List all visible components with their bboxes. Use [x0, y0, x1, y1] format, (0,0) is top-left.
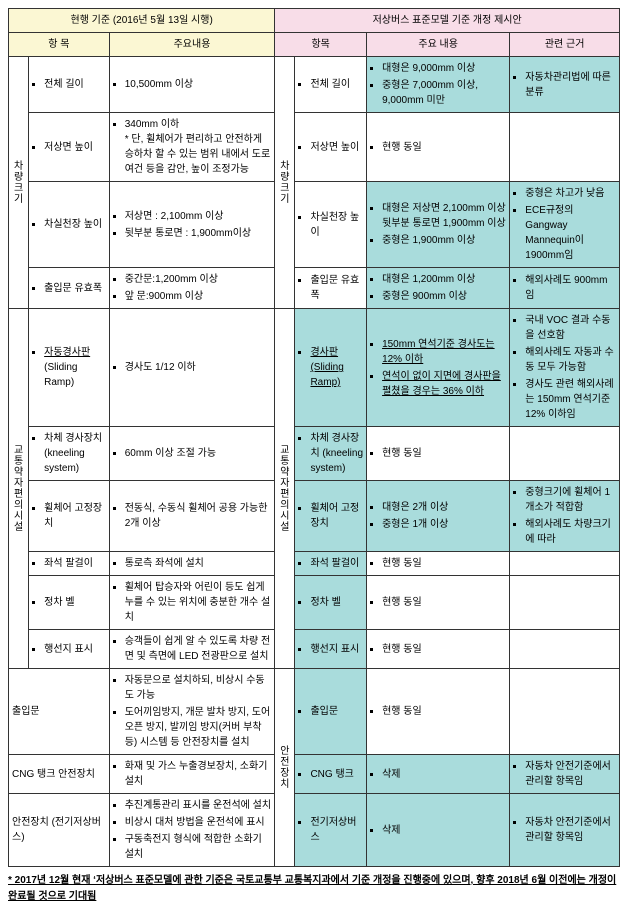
r8-content-l: 통로측 좌석에 설치 — [109, 552, 275, 576]
r2-item-l: 저상면 높이 — [29, 113, 110, 182]
cat-access-left: 교통약자편의시설 — [9, 309, 29, 669]
r1-content-r: 대형은 9,000mm 이상중형은 7,000mm 이상, 9,000mm 미만 — [367, 57, 510, 113]
r4-item-l: 출입문 유효폭 — [29, 268, 110, 309]
r2-content-l: 340mm 이하* 단, 휠체어가 편리하고 안전하게 승하차 할 수 있는 범… — [109, 113, 275, 182]
sub-r3: 관련 근거 — [510, 33, 620, 57]
r5-item-r: 경사판 (Sliding Ramp) — [295, 309, 367, 427]
r1-basis: 자동차관리법에 따른 분류 — [510, 57, 620, 113]
header-right: 저상버스 표준모델 기준 개정 제시안 — [275, 9, 620, 33]
r8-content-r: 현행 동일 — [367, 552, 510, 576]
r3-content-r: 대형은 저상면 2,100mm 이상 뒷부분 통로면 1,900mm 이상중형은… — [367, 182, 510, 268]
r2-item-r: 저상면 높이 — [295, 113, 367, 182]
cat-safety-right: 안전장치 — [275, 669, 295, 867]
r13-basis: 자동차 안전기준에서 관리할 항목임 — [510, 794, 620, 867]
cat-access-right: 교통약자편의시설 — [275, 309, 295, 669]
r13-item-l: 안전장치 (전기저상버스) — [9, 794, 110, 867]
r13-item-r: 전기저상버스 — [295, 794, 367, 867]
r7-content-r: 대형은 2개 이상중형은 1개 이상 — [367, 481, 510, 552]
cat-size-left: 차량크기 — [9, 57, 29, 309]
r10-basis — [510, 630, 620, 669]
r3-content-l: 저상면 : 2,100mm 이상뒷부분 통로면 : 1,900mm이상 — [109, 182, 275, 268]
r6-basis — [510, 427, 620, 481]
r7-content-l: 전동식, 수동식 휠체어 공용 가능한 2개 이상 — [109, 481, 275, 552]
r12-content-l: 화재 및 가스 누출경보장치, 소화기 설치 — [109, 755, 275, 794]
r10-content-l: 승객들이 쉽게 알 수 있도록 차량 전면 및 측면에 LED 전광판으로 설치 — [109, 630, 275, 669]
r1-item-r: 전체 길이 — [295, 57, 367, 113]
r10-content-r: 현행 동일 — [367, 630, 510, 669]
r6-item-l: 차체 경사장치 (kneeling system) — [29, 427, 110, 481]
r8-item-l: 좌석 팔걸이 — [29, 552, 110, 576]
r6-content-l: 60mm 이상 조절 가능 — [109, 427, 275, 481]
r9-item-l: 정차 벨 — [29, 576, 110, 630]
r11-content-l: 자동문으로 설치하되, 비상시 수동도 가능도어끼임방지, 개문 발차 방지, … — [109, 669, 275, 755]
comparison-table: 현행 기준 (2016년 5월 13일 시행) 저상버스 표준모델 기준 개정 … — [8, 8, 620, 867]
r6-item-r: 차체 경사장치 (kneeling system) — [295, 427, 367, 481]
r7-basis: 중형크기에 휠체어 1개소가 적합함해외사례도 차량크기에 따라 — [510, 481, 620, 552]
footnote: * 2017년 12월 현재 ‘저상버스 표준모델에 관한 기준은 국토교통부 … — [8, 873, 620, 905]
r5-content-l: 경사도 1/12 이하 — [109, 309, 275, 427]
r3-item-l: 차실천장 높이 — [29, 182, 110, 268]
r3-basis: 중형은 차고가 낮음ECE규정의 Gangway Mannequin이 1900… — [510, 182, 620, 268]
r9-content-r: 현행 동일 — [367, 576, 510, 630]
r8-item-r: 좌석 팔걸이 — [295, 552, 367, 576]
r3-item-r: 차실천장 높이 — [295, 182, 367, 268]
sub-r1: 항목 — [275, 33, 367, 57]
r6-content-r: 현행 동일 — [367, 427, 510, 481]
r1-content-l: 10,500mm 이상 — [109, 57, 275, 113]
r5-basis: 국내 VOC 결과 수동을 선호함해외사례도 자동과 수동 모두 가능함경사도 … — [510, 309, 620, 427]
r12-item-r: CNG 탱크 — [295, 755, 367, 794]
r10-item-l: 행선지 표시 — [29, 630, 110, 669]
r11-content-r: 현행 동일 — [367, 669, 510, 755]
r9-basis — [510, 576, 620, 630]
r12-item-l: CNG 탱크 안전장치 — [9, 755, 110, 794]
r12-content-r: 삭제 — [367, 755, 510, 794]
sub-r2: 주요 내용 — [367, 33, 510, 57]
r11-item-r: 출입문 — [295, 669, 367, 755]
r7-item-l: 휠체어 고정장치 — [29, 481, 110, 552]
r1-item-l: 전체 길이 — [29, 57, 110, 113]
r9-item-r: 정차 벨 — [295, 576, 367, 630]
r2-basis — [510, 113, 620, 182]
r11-item-l: 출입문 — [9, 669, 110, 755]
r2-content-r: 현행 동일 — [367, 113, 510, 182]
r4-content-l: 중간문:1,200mm 이상앞 문:900mm 이상 — [109, 268, 275, 309]
sub-l2: 주요내용 — [109, 33, 275, 57]
sub-l1: 항 목 — [9, 33, 110, 57]
r10-item-r: 행선지 표시 — [295, 630, 367, 669]
r4-item-r: 출입문 유효폭 — [295, 268, 367, 309]
r4-content-r: 대형은 1,200mm 이상중형은 900mm 이상 — [367, 268, 510, 309]
header-left: 현행 기준 (2016년 5월 13일 시행) — [9, 9, 275, 33]
r5-item-l: 자동경사판 (Sliding Ramp) — [29, 309, 110, 427]
r5-content-r: 150mm 연석기준 경사도는 12% 이하연석이 없이 지면에 경사판을 펼쳤… — [367, 309, 510, 427]
r13-content-r: 삭제 — [367, 794, 510, 867]
r11-basis — [510, 669, 620, 755]
r12-basis: 자동차 안전기준에서 관리할 항목임 — [510, 755, 620, 794]
cat-size-right: 차량크기 — [275, 57, 295, 309]
r4-basis: 해외사례도 900mm임 — [510, 268, 620, 309]
r13-content-l: 추진계통관리 표시를 운전석에 설치비상시 대처 방법을 운전석에 표시구동축전… — [109, 794, 275, 867]
r7-item-r: 휠체어 고정장치 — [295, 481, 367, 552]
r9-content-l: 휠체어 탑승자와 어린이 등도 쉽게 누를 수 있는 위치에 충분한 개수 설치 — [109, 576, 275, 630]
r8-basis — [510, 552, 620, 576]
